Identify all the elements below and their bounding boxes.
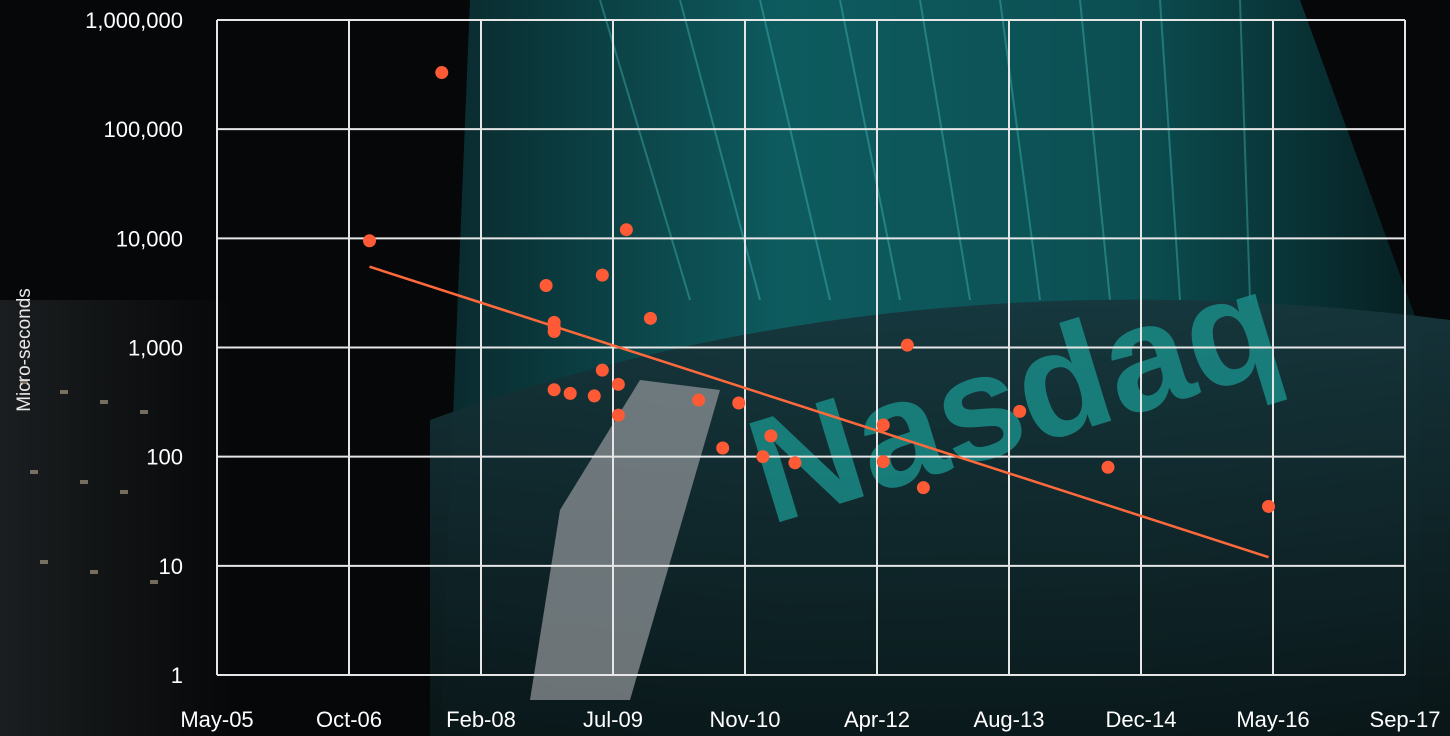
data-point	[587, 389, 601, 403]
data-point	[643, 311, 657, 325]
x-tick-label: May-05	[180, 707, 253, 732]
y-tick-label: 100,000	[103, 117, 183, 142]
y-tick-label: 10	[159, 554, 183, 579]
x-tick-label: Aug-13	[974, 707, 1045, 732]
data-point	[1262, 499, 1276, 513]
data-point	[595, 268, 609, 282]
data-point	[539, 278, 553, 292]
y-axis-tick-labels: 1 10 100 1,000 10,000 100,000 1,000,000	[85, 8, 183, 688]
data-point	[611, 377, 625, 391]
light-streaks	[599, 0, 1251, 301]
data-point	[900, 338, 914, 352]
data-point	[547, 325, 561, 339]
y-tick-label: 1	[171, 663, 183, 688]
trend-line	[369, 265, 1269, 559]
trend-line-group	[369, 265, 1269, 559]
x-axis-tick-labels: May-05 Oct-06 Feb-08 Jul-09 Nov-10 Apr-12 Aug-…	[180, 707, 1440, 732]
y-tick-label: 1,000	[128, 336, 183, 361]
data-point	[611, 408, 625, 422]
data-point	[788, 456, 802, 470]
data-point	[716, 441, 730, 455]
data-point	[756, 450, 770, 464]
data-point	[363, 234, 377, 248]
data-point	[435, 66, 449, 80]
chart-grid	[216, 19, 1406, 676]
y-tick-label: 1,000,000	[85, 8, 183, 33]
x-tick-label: Nov-10	[710, 707, 781, 732]
data-point	[764, 429, 778, 443]
x-tick-label: Oct-06	[316, 707, 382, 732]
data-point	[732, 396, 746, 410]
y-axis-title: Micro-seconds	[14, 288, 35, 412]
y-tick-label: 10,000	[116, 226, 183, 251]
y-tick-label: 100	[146, 445, 183, 470]
data-point	[1013, 404, 1027, 418]
data-points	[363, 66, 1276, 513]
building-windows	[20, 380, 158, 584]
data-point	[876, 418, 890, 432]
data-point	[563, 386, 577, 400]
x-tick-label: Feb-08	[446, 707, 516, 732]
data-point	[595, 363, 609, 377]
data-point	[876, 455, 890, 469]
data-point	[692, 393, 706, 407]
data-point	[916, 481, 930, 495]
x-tick-label: Apr-12	[844, 707, 910, 732]
data-point	[619, 223, 633, 237]
data-point	[1101, 460, 1115, 474]
x-tick-label: May-16	[1236, 707, 1309, 732]
x-tick-label: Jul-09	[583, 707, 643, 732]
x-tick-label: Sep-17	[1370, 707, 1441, 732]
x-tick-label: Dec-14	[1106, 707, 1177, 732]
nasdaq-logo-mark	[530, 380, 720, 700]
data-point	[547, 383, 561, 397]
